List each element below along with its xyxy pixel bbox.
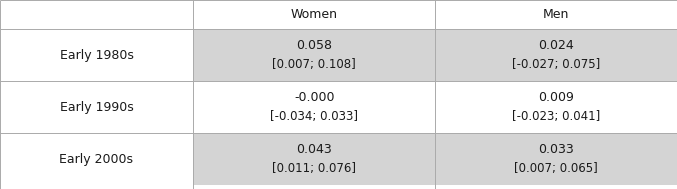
Text: Early 1990s: Early 1990s bbox=[60, 101, 133, 114]
Text: 0.043: 0.043 bbox=[297, 143, 332, 156]
Text: [-0.023; 0.041]: [-0.023; 0.041] bbox=[512, 110, 600, 123]
Text: [-0.027; 0.075]: [-0.027; 0.075] bbox=[512, 58, 600, 71]
Text: 0.058: 0.058 bbox=[296, 40, 332, 52]
Text: [0.011; 0.076]: [0.011; 0.076] bbox=[272, 162, 356, 175]
Text: 0.033: 0.033 bbox=[538, 143, 574, 156]
Text: [-0.034; 0.033]: [-0.034; 0.033] bbox=[270, 110, 358, 123]
Text: 0.009: 0.009 bbox=[538, 91, 574, 104]
Bar bbox=[193, 81, 677, 133]
Text: Early 1980s: Early 1980s bbox=[60, 49, 133, 62]
Text: 0.024: 0.024 bbox=[538, 40, 574, 52]
Bar bbox=[193, 133, 677, 185]
Text: Early 2000s: Early 2000s bbox=[60, 153, 133, 166]
Text: Men: Men bbox=[543, 8, 569, 21]
Text: [0.007; 0.065]: [0.007; 0.065] bbox=[515, 162, 598, 175]
Bar bbox=[193, 29, 677, 81]
Text: [0.007; 0.108]: [0.007; 0.108] bbox=[272, 58, 356, 71]
Text: -0.000: -0.000 bbox=[294, 91, 334, 104]
Text: Women: Women bbox=[290, 8, 338, 21]
